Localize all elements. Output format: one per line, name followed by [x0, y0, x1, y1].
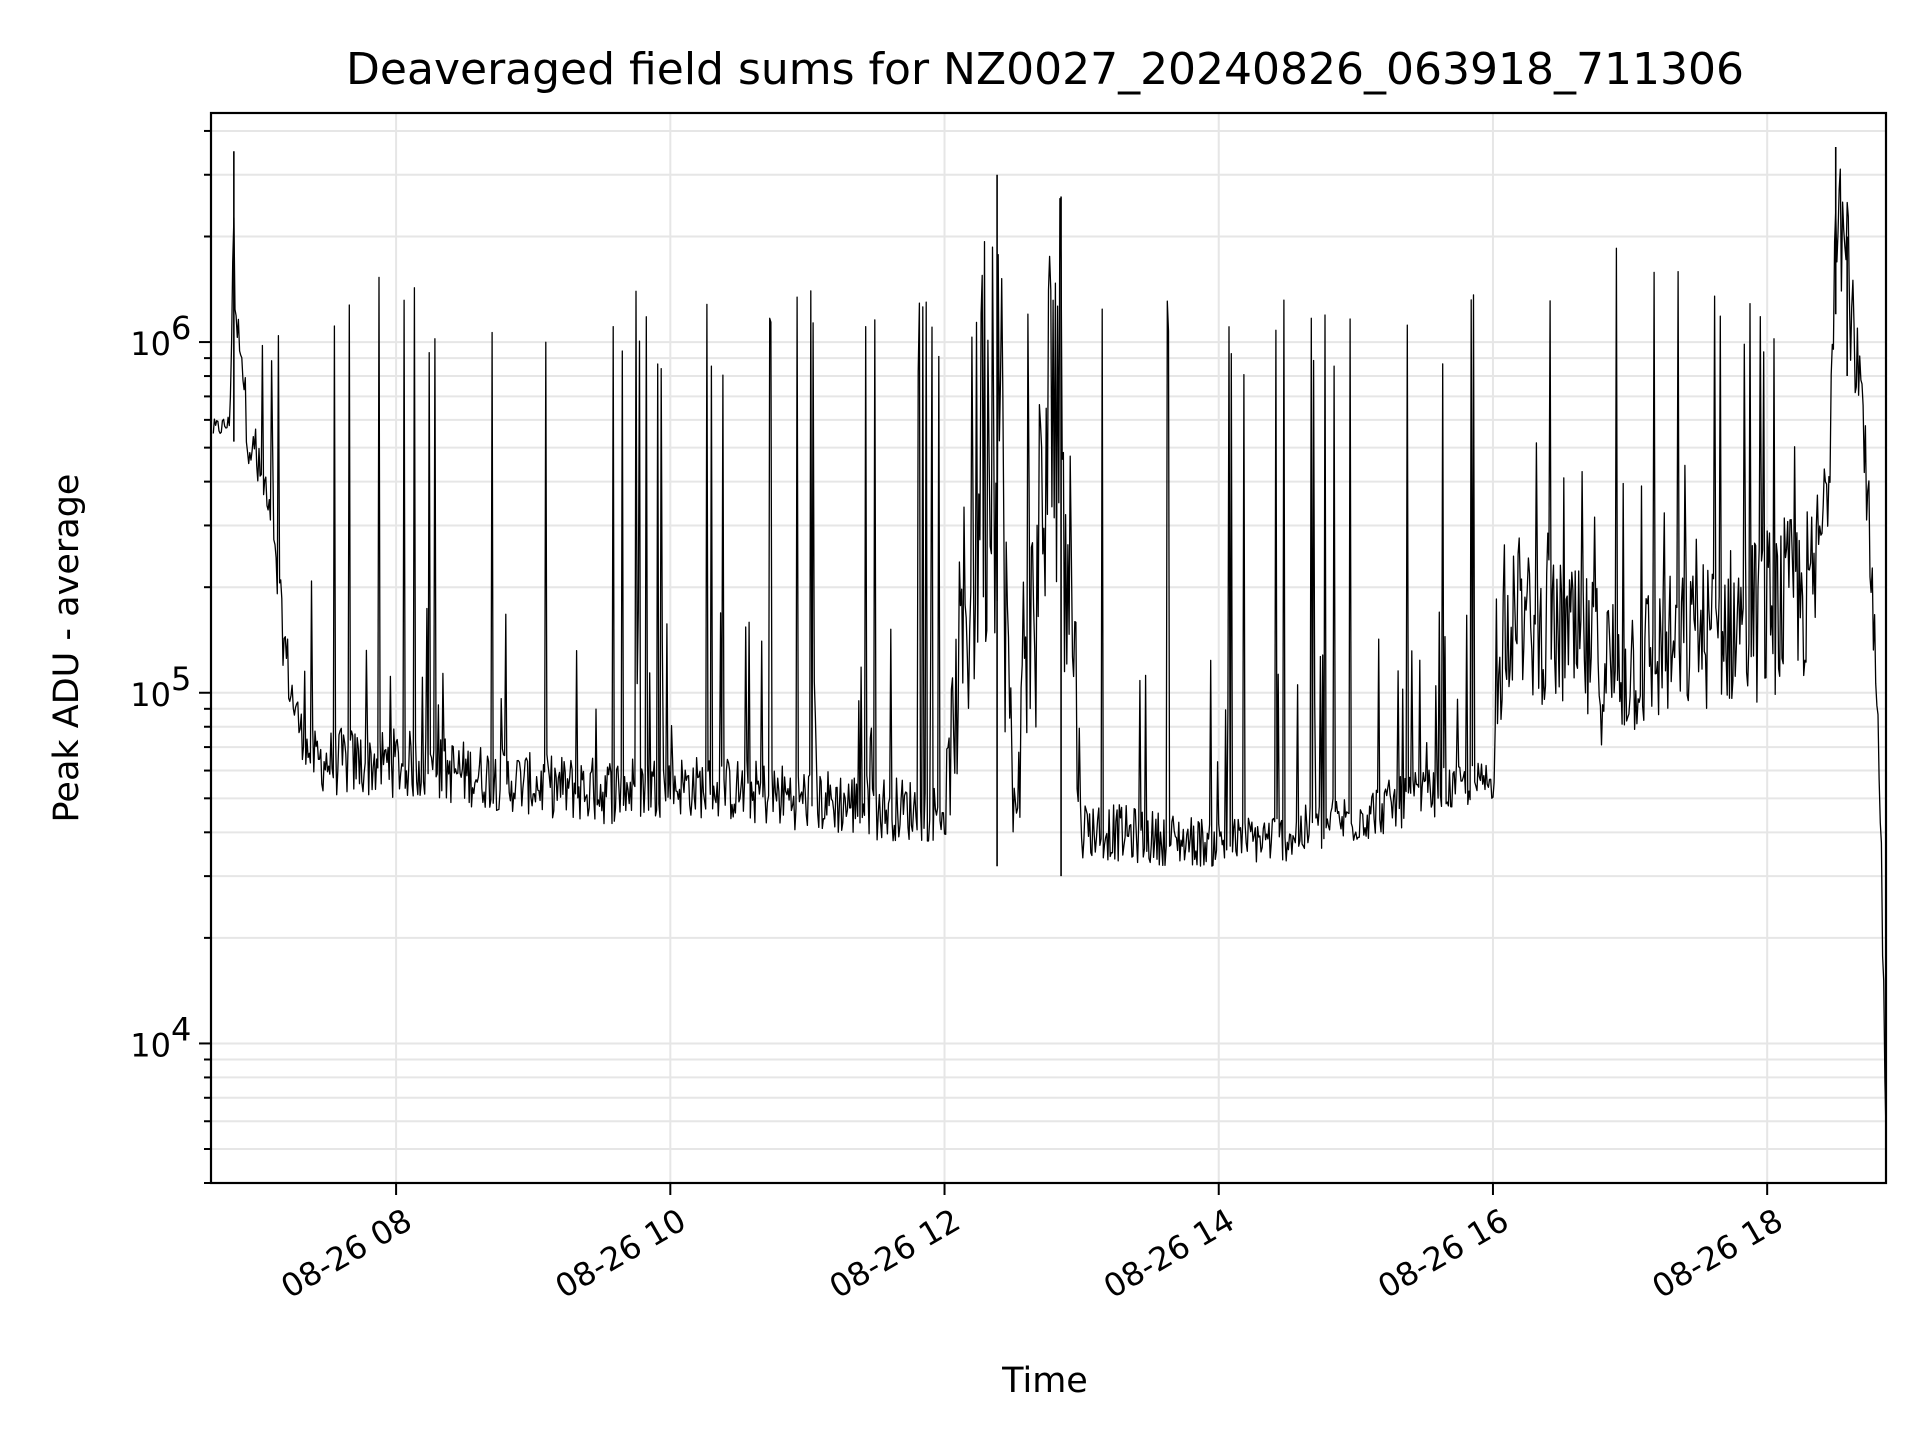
x-axis-label: Time — [1001, 1361, 1088, 1401]
series-line — [212, 168, 1887, 1133]
y-tick-label: 10 — [130, 676, 171, 714]
grid — [211, 113, 1886, 1184]
chart-title: Deaveraged field sums for NZ0027_2024082… — [346, 44, 1744, 95]
y-tick-label: 10 — [130, 325, 171, 363]
y-tick-exponent: 5 — [171, 660, 191, 698]
y-tick-label: 10 — [130, 1026, 171, 1064]
series-layer — [212, 146, 1887, 1133]
plot-frame — [209, 111, 1888, 1185]
y-tick-exponent: 4 — [171, 1010, 191, 1048]
y-tick-exponent: 6 — [171, 309, 191, 347]
y-axis-label: Peak ADU - average — [47, 474, 87, 823]
